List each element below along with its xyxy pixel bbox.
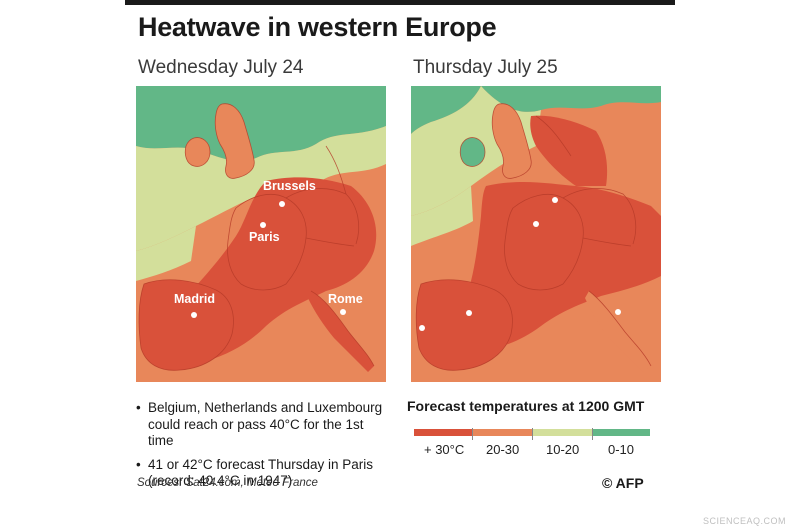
legend-label-20-30: 20-30 [486, 442, 520, 457]
legend-swatch-0-10 [592, 429, 650, 436]
map-wednesday: Brussels Paris Madrid Rome [136, 86, 386, 382]
city-label-madrid: Madrid [174, 292, 215, 306]
city-label-paris: Paris [249, 230, 280, 244]
note-text: 41 or 42°C forecast Thursday in Paris (r… [148, 456, 374, 489]
note-item: • 41 or 42°C forecast Thursday in Paris … [136, 457, 386, 490]
legend-label-10-20: 10-20 [546, 442, 580, 457]
legend-swatch-20-30 [472, 429, 532, 436]
watermark: SCIENCEAQ.COM [703, 516, 787, 526]
legend-tick [532, 428, 533, 440]
city-label-rome: Rome [328, 292, 363, 306]
city-label-brussels: Brussels [263, 179, 316, 193]
bullet-icon: • [136, 400, 141, 415]
notes-list: • Belgium, Netherlands and Luxembourg co… [136, 400, 386, 497]
legend-label-30-plus: + 30°C [424, 442, 465, 457]
note-item: • Belgium, Netherlands and Luxembourg co… [136, 400, 386, 450]
top-rule [125, 0, 675, 5]
legend-swatch-10-20 [532, 429, 592, 436]
legend-tick [592, 428, 593, 440]
page-title: Heatwave in western Europe [138, 12, 497, 42]
map-thursday [411, 86, 661, 382]
legend-label-0-10: 0-10 [608, 442, 635, 457]
note-text: Belgium, Netherlands and Luxembourg coul… [148, 400, 383, 448]
sources-credit: Sources: Sat24.com, Meteo France [137, 477, 318, 489]
map-date-left: Wednesday July 24 [138, 57, 304, 78]
legend-swatch-30-plus [414, 429, 472, 436]
map-date-right: Thursday July 25 [413, 57, 558, 78]
legend-title: Forecast temperatures at 1200 GMT [407, 398, 645, 414]
legend-tick [472, 428, 473, 440]
bullet-icon: • [136, 456, 141, 472]
afp-logo: © AFP [602, 475, 644, 491]
